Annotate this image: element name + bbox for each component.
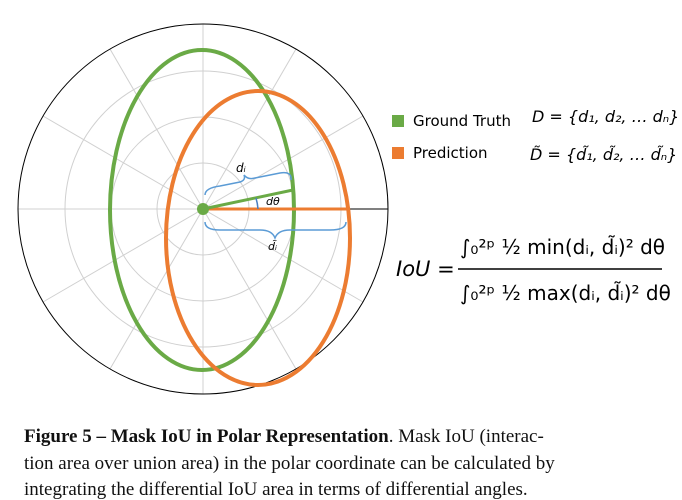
pred-brace bbox=[204, 221, 347, 241]
legend-swatch bbox=[392, 147, 404, 159]
legend-set: D̃ = {d̃₁, d̃₂, … d̃ₙ} bbox=[530, 145, 677, 164]
figure: dᵢ dθ d̃ᵢ Ground Truth D = {d₁, d₂, … dₙ… bbox=[17, 23, 679, 395]
formula-denominator: ∫₀²ᵖ ½ max(dᵢ, d̃ᵢ)² dθ bbox=[460, 281, 671, 305]
legend-label: Ground Truth bbox=[413, 112, 511, 130]
legend-label: Prediction bbox=[413, 144, 488, 162]
legend-swatch bbox=[392, 115, 404, 127]
prediction-contour bbox=[164, 89, 352, 387]
caption-line: Figure 5 – Mask IoU in Polar Representat… bbox=[24, 426, 544, 448]
origin bbox=[197, 203, 209, 215]
gt-radius-label: dᵢ bbox=[236, 161, 246, 175]
caption-line: integrating the differential IoU area in… bbox=[24, 479, 528, 500]
caption-line: tion area over union area) in the polar … bbox=[24, 453, 555, 474]
caption-title: Figure 5 – Mask IoU in Polar Representat… bbox=[24, 426, 389, 447]
legend-set: D = {d₁, d₂, … dₙ} bbox=[532, 107, 679, 126]
gt-ray bbox=[202, 188, 294, 211]
formula-numerator: ∫₀²ᵖ ½ min(dᵢ, d̃ᵢ)² dθ bbox=[460, 235, 665, 259]
gt-brace bbox=[204, 171, 292, 196]
formula-lhs: IoU = bbox=[396, 257, 455, 281]
angle-label: dθ bbox=[266, 195, 280, 208]
angle-arc bbox=[255, 197, 259, 210]
caption-text: . Mask IoU (interac- bbox=[388, 426, 544, 447]
pred-radius-label: d̃ᵢ bbox=[268, 240, 278, 253]
